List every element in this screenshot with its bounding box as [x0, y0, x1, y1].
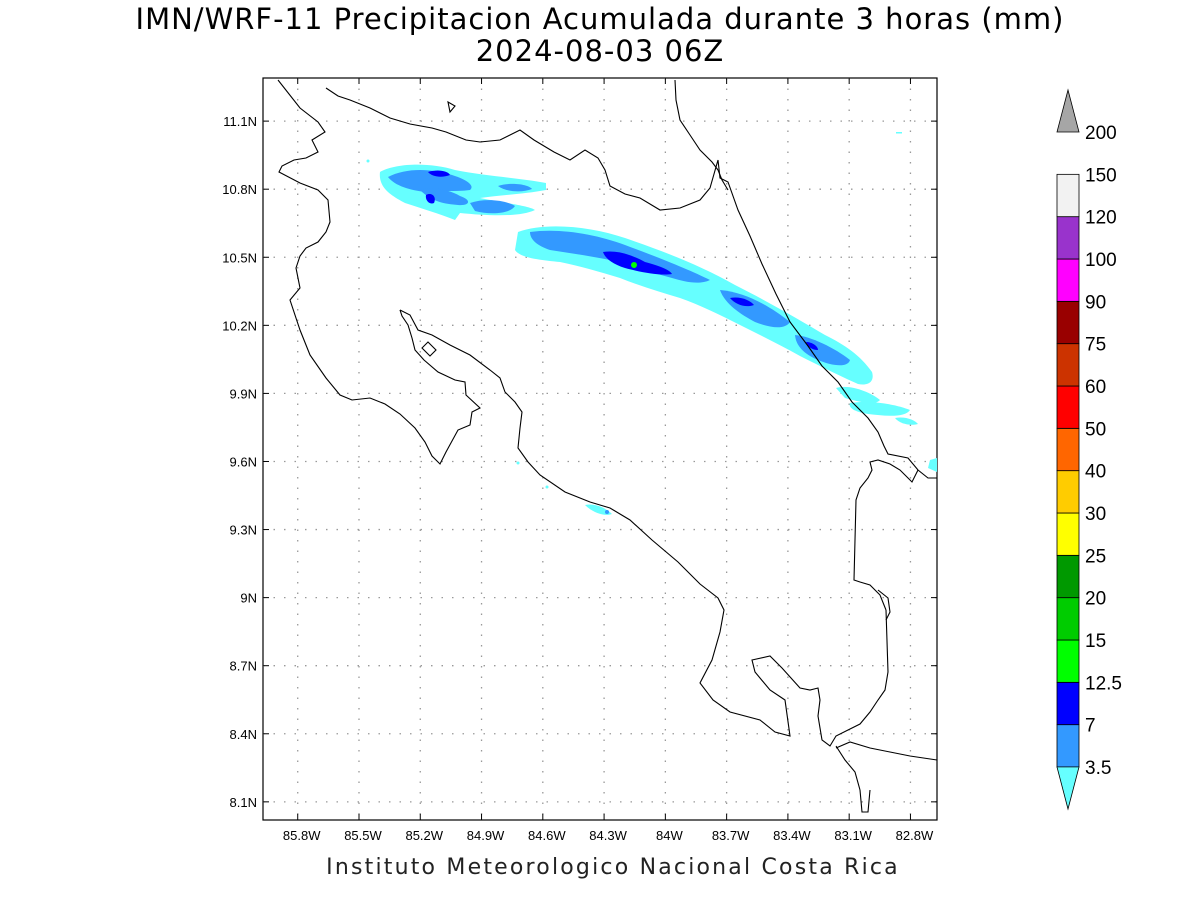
precip-area-3-5 — [515, 226, 873, 385]
precip-area-7 — [605, 510, 609, 514]
latitude-tick-label: 11.1N — [223, 114, 257, 129]
latitude-ticks: 11.1N 10.8N 10.5N 10.2N 9.9N 9.6N 9.3N 9N 8.7N 8.… — [222, 114, 937, 810]
precip-area-3-5 — [849, 401, 910, 416]
color-scale-level-label: 30 — [1085, 504, 1106, 525]
latitude-tick-label: 9.3N — [230, 523, 257, 538]
map-frame — [262, 77, 938, 821]
color-scale-box — [1056, 300, 1080, 345]
latitude-tick-label: 8.1N — [230, 795, 257, 810]
color-scale-box — [1056, 258, 1080, 302]
precip-area-12-5 — [730, 297, 754, 307]
latitude-tick-label: 9.6N — [230, 454, 257, 469]
color-scale-labels: 3.5 7 12.5 15 20 25 30 40 50 60 75 90 100 120 150 200 — [1085, 123, 1122, 779]
longitude-tick-label: 84.6W — [528, 828, 566, 843]
precip-area-15 — [631, 262, 637, 268]
latitude-tick-label: 10.8N — [222, 182, 257, 197]
color-scale-box — [1056, 385, 1080, 429]
color-scale-box — [1056, 343, 1080, 387]
precip-area-3-5 — [928, 458, 937, 472]
precip-area-3-5 — [366, 159, 370, 163]
precip-area-3-5 — [545, 485, 549, 489]
precip-area-12-5 — [428, 170, 450, 177]
latitude-tick-label: 10.2N — [222, 318, 257, 333]
color-scale-box — [1056, 512, 1080, 556]
longitude-tick-label: 85.2W — [405, 828, 443, 843]
color-scale-level-label: 120 — [1085, 208, 1117, 229]
color-scale-level-label: 50 — [1085, 419, 1106, 440]
coastline — [277, 79, 938, 813]
longitude-ticks: 85.8W 85.5W 85.2W 84.9W 84.6W 84.3W 84W 83.7W 83… — [283, 78, 934, 843]
color-scale-level-label: 75 — [1085, 335, 1106, 356]
precip-area-7 — [388, 169, 472, 192]
precip-area-3-5 — [516, 461, 520, 465]
precip-area-7 — [420, 188, 469, 206]
map-subtitle: 2024-08-03 06Z — [475, 34, 725, 68]
precip-area-7 — [470, 200, 515, 214]
longitude-tick-label: 82.8W — [896, 828, 934, 843]
color-scale-level-label: 40 — [1085, 462, 1106, 483]
longitude-tick-label: 84.9W — [467, 828, 505, 843]
color-scale-box — [1056, 724, 1080, 768]
latitude-tick-label: 10.5N — [222, 250, 257, 265]
precip-area-12-5 — [806, 342, 818, 350]
longitude-tick-label: 85.5W — [344, 828, 382, 843]
color-scale-level-label: 200 — [1085, 123, 1117, 144]
color-scale-level-label: 20 — [1085, 589, 1106, 610]
longitude-tick-label: 84W — [656, 828, 683, 843]
color-scale-lower-arrow — [1056, 766, 1080, 811]
precipitation-field — [366, 132, 937, 515]
color-scale-bar — [1056, 88, 1080, 811]
color-scale-level-label: 100 — [1085, 250, 1117, 271]
color-scale-box — [1056, 173, 1080, 218]
color-scale-level-label: 25 — [1085, 546, 1106, 567]
color-scale-box — [1056, 216, 1080, 260]
longitude-tick-label: 83.1W — [834, 828, 872, 843]
map-title: IMN/WRF-11 Precipitacion Acumulada duran… — [135, 2, 1065, 36]
latitude-tick-label: 9.9N — [230, 386, 257, 401]
color-scale-upper-arrow — [1056, 88, 1080, 133]
color-scale-level-label: 150 — [1085, 165, 1117, 186]
precip-area-7 — [498, 183, 532, 192]
color-scale-box — [1056, 639, 1080, 683]
color-scale-level-label: 90 — [1085, 292, 1106, 313]
longitude-tick-label: 83.4W — [773, 828, 811, 843]
color-scale-level-label: 3.5 — [1085, 758, 1111, 779]
color-scale-level-label: 7 — [1085, 716, 1096, 737]
color-scale-box — [1056, 597, 1080, 641]
longitude-tick-label: 85.8W — [283, 828, 321, 843]
precip-area-3-5 — [896, 132, 902, 134]
longitude-tick-label: 84.3W — [589, 828, 627, 843]
precip-area-12-5 — [603, 251, 672, 275]
latitude-tick-label: 8.4N — [230, 727, 257, 742]
precip-area-3-5 — [836, 386, 880, 404]
country-border — [717, 169, 861, 791]
color-scale-level-label: 60 — [1085, 377, 1106, 398]
precip-area-12-5 — [425, 193, 435, 204]
color-scale-box — [1056, 470, 1080, 514]
latitude-tick-label: 9N — [240, 591, 257, 606]
color-scale-level-label: 15 — [1085, 631, 1106, 652]
precip-area-3-5 — [895, 417, 918, 425]
credit-line: Instituto Meteorologico Nacional Costa R… — [326, 855, 900, 880]
color-scale-box — [1056, 427, 1080, 472]
color-scale-box — [1056, 554, 1080, 599]
latitude-tick-label: 8.7N — [230, 659, 257, 674]
color-scale-level-label: 12.5 — [1085, 673, 1122, 694]
color-scale-box — [1056, 681, 1080, 726]
longitude-tick-label: 83.7W — [712, 828, 750, 843]
